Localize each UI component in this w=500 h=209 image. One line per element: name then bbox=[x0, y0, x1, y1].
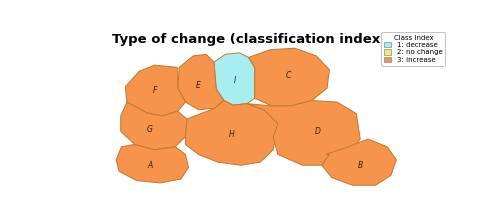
Polygon shape bbox=[116, 144, 188, 183]
Text: E: E bbox=[196, 81, 201, 90]
Text: A: A bbox=[148, 161, 152, 170]
Text: G: G bbox=[147, 125, 153, 134]
Text: C: C bbox=[286, 71, 292, 80]
Text: I: I bbox=[234, 76, 236, 85]
Text: H: H bbox=[228, 130, 234, 139]
Polygon shape bbox=[247, 101, 360, 165]
Text: Type of change (classification index C): Type of change (classification index C) bbox=[112, 33, 401, 46]
Text: B: B bbox=[358, 161, 363, 170]
Polygon shape bbox=[214, 53, 254, 105]
Polygon shape bbox=[186, 101, 278, 165]
Polygon shape bbox=[178, 54, 224, 110]
Text: D: D bbox=[315, 127, 321, 136]
Text: F: F bbox=[152, 86, 157, 95]
Legend: 1: decrease, 2: no change, 3: increase: 1: decrease, 2: no change, 3: increase bbox=[382, 32, 446, 66]
Polygon shape bbox=[248, 48, 330, 106]
Polygon shape bbox=[322, 139, 396, 185]
Polygon shape bbox=[126, 65, 186, 116]
Polygon shape bbox=[120, 102, 187, 150]
